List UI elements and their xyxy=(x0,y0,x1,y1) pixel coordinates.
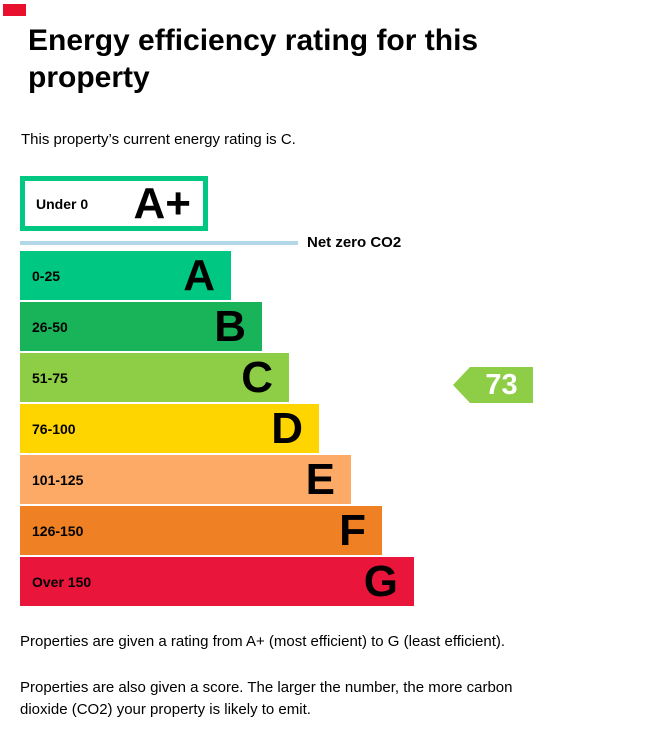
band-letter: F xyxy=(339,505,366,555)
band-row-a: 0-25 A xyxy=(20,251,231,300)
score-explanation-line-1: Properties are also given a score. The l… xyxy=(20,679,513,696)
page-subtitle: This property’s current energy rating is… xyxy=(21,131,296,148)
score-explanation-line-2: dioxide (CO2) your property is likely to… xyxy=(20,701,311,718)
rating-bands: 0-25 A 26-50 B 51-75 C 76-100 D 101-125 E 126-150 F… xyxy=(20,251,647,606)
corner-marker xyxy=(3,4,26,16)
band-range: 126-150 xyxy=(32,522,84,539)
band-row-g: Over 150 G xyxy=(20,557,414,606)
pointer-arrow-icon xyxy=(453,367,470,403)
band-range: 0-25 xyxy=(32,267,61,284)
band-letter: B xyxy=(214,301,246,351)
band-range: 26-50 xyxy=(32,318,68,335)
band-row-f: 126-150 F xyxy=(20,506,382,555)
band-row-a-plus: Under 0 A+ xyxy=(20,176,208,231)
band-row-e: 101-125 E xyxy=(20,455,351,504)
band-letter: A xyxy=(183,250,215,300)
net-zero-label: Net zero CO2 xyxy=(307,234,402,251)
current-score-pointer: 73 xyxy=(453,367,533,403)
band-letter: D xyxy=(271,403,303,453)
band-range: Over 150 xyxy=(32,573,92,590)
net-zero-line xyxy=(20,241,298,245)
net-zero-row: Net zero CO2 xyxy=(20,234,647,251)
band-letter: E xyxy=(305,454,335,504)
band-range: Under 0 xyxy=(36,195,89,212)
band-row-d: 76-100 D xyxy=(20,404,319,453)
band-letter: C xyxy=(241,352,273,402)
band-letter: A+ xyxy=(133,178,191,228)
page-title: Energy efficiency rating for this proper… xyxy=(28,24,479,94)
rating-explanation: Properties are given a rating from A+ (m… xyxy=(20,633,506,650)
band-range: 51-75 xyxy=(32,369,68,386)
band-range: 76-100 xyxy=(32,420,76,437)
band-row-c: 51-75 C xyxy=(20,353,289,402)
band-row-b: 26-50 B xyxy=(20,302,262,351)
band-range: 101-125 xyxy=(32,471,84,488)
current-score: 73 xyxy=(470,367,533,403)
epc-rating-chart: Under 0 A+ Net zero CO2 0-25 A 26-50 B 51-75… xyxy=(20,176,647,606)
band-letter: G xyxy=(363,556,398,606)
score-explanation: Properties are also given a score. The l… xyxy=(20,677,647,721)
